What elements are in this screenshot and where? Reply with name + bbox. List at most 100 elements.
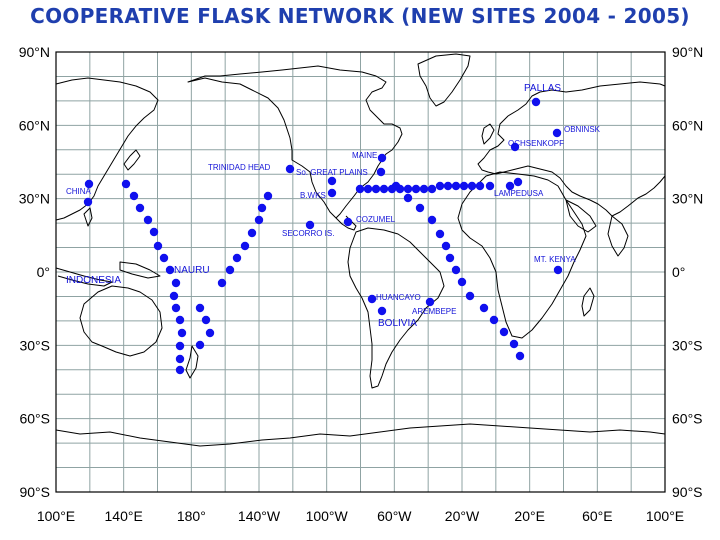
flask-site-marker bbox=[121, 179, 131, 189]
flask-site-marker bbox=[552, 128, 562, 138]
flask-site-marker bbox=[367, 294, 377, 304]
antarctica-coast bbox=[55, 423, 666, 447]
north-america-coast bbox=[187, 65, 403, 219]
flask-site-marker bbox=[419, 184, 429, 194]
flask-site-marker bbox=[425, 297, 435, 307]
philippines-coast bbox=[83, 207, 93, 227]
latitude-tick-label: 30°S bbox=[672, 337, 703, 353]
flask-site-marker bbox=[257, 203, 267, 213]
longitude-tick-label: 100°E bbox=[37, 508, 75, 524]
flask-site-marker bbox=[169, 291, 179, 301]
flask-site-marker bbox=[403, 184, 413, 194]
flask-site-marker bbox=[363, 184, 373, 194]
japan-coast bbox=[123, 149, 141, 171]
latitude-tick-label: 90°N bbox=[672, 44, 703, 60]
latitude-tick-label: 60°S bbox=[19, 411, 50, 427]
latitude-tick-label: 0° bbox=[37, 264, 50, 280]
flask-site-marker bbox=[84, 179, 94, 189]
flask-site-marker bbox=[479, 303, 489, 313]
flask-site-marker bbox=[489, 315, 499, 325]
flask-site-marker bbox=[171, 278, 181, 288]
flask-site-marker bbox=[459, 181, 469, 191]
flask-site-marker bbox=[232, 253, 242, 263]
flask-site-marker bbox=[263, 191, 273, 201]
latitude-tick-label: 60°S bbox=[672, 411, 703, 427]
flask-site-marker bbox=[327, 176, 337, 186]
site-label-lampedusa: LAMPEDUSA bbox=[494, 189, 544, 198]
flask-site-marker bbox=[343, 217, 353, 227]
flask-site-marker bbox=[247, 228, 257, 238]
flask-site-marker bbox=[285, 164, 295, 174]
latitude-labels-left: 90°N 60°N 30°N 0° 30°S 60°S 90°S bbox=[19, 44, 50, 500]
longitude-tick-label: 140°W bbox=[238, 508, 281, 524]
site-label-arembepe: AREMBEPE bbox=[412, 307, 456, 316]
south-america-coast bbox=[347, 227, 445, 389]
latitude-tick-label: 30°S bbox=[19, 337, 50, 353]
latitude-labels-right: 90°N 60°N 30°N 0° 30°S 60°S 90°S bbox=[672, 44, 703, 500]
india-coast bbox=[607, 215, 629, 257]
flask-site-marker bbox=[427, 215, 437, 225]
flask-site-marker bbox=[327, 188, 337, 198]
site-label-trinidad-head: TRINIDAD HEAD bbox=[208, 163, 270, 172]
flask-site-marker bbox=[531, 97, 541, 107]
site-label-maine: MAINE bbox=[352, 151, 377, 160]
latitude-tick-label: 30°N bbox=[19, 191, 50, 207]
flask-site-marker bbox=[83, 197, 93, 207]
flask-site-marker bbox=[441, 241, 451, 251]
greenland-coast bbox=[417, 53, 471, 107]
flask-site-marker bbox=[143, 215, 153, 225]
longitude-tick-label: 60°W bbox=[377, 508, 412, 524]
site-label-huancayo: HUANCAYO bbox=[376, 293, 421, 302]
flask-site-marker bbox=[391, 181, 401, 191]
flask-site-marker bbox=[171, 303, 181, 313]
eurasia-coast bbox=[477, 81, 666, 217]
flask-site-marker bbox=[240, 241, 250, 251]
flask-site-marker bbox=[225, 265, 235, 275]
flask-site-marker bbox=[175, 365, 185, 375]
latitude-tick-label: 90°N bbox=[19, 44, 50, 60]
site-label-indonesia: INDONESIA bbox=[66, 275, 121, 286]
flask-site-marker bbox=[403, 193, 413, 203]
flask-site-marker bbox=[411, 184, 421, 194]
flask-site-marker bbox=[377, 306, 387, 316]
flask-site-marker bbox=[467, 181, 477, 191]
flask-site-marker bbox=[505, 181, 515, 191]
flask-site-marker bbox=[443, 181, 453, 191]
site-label-cozumel: COZUMEL bbox=[356, 215, 396, 224]
africa-coast bbox=[457, 171, 587, 339]
longitude-tick-label: 100°W bbox=[306, 508, 349, 524]
flask-site-marker bbox=[509, 339, 519, 349]
flask-site-marker bbox=[445, 253, 455, 263]
flask-site-marker bbox=[485, 181, 495, 191]
latitude-tick-label: 90°S bbox=[672, 484, 703, 500]
flask-site-marker bbox=[451, 181, 461, 191]
latitude-tick-label: 60°N bbox=[19, 117, 50, 133]
flask-site-marker bbox=[379, 184, 389, 194]
flask-site-marker bbox=[553, 265, 563, 275]
arabia-coast bbox=[565, 199, 597, 233]
flask-site-marker bbox=[465, 291, 475, 301]
flask-site-marker bbox=[195, 340, 205, 350]
flask-site-marker bbox=[135, 203, 145, 213]
flask-site-marker bbox=[457, 277, 467, 287]
map-title: COOPERATIVE FLASK NETWORK (NEW SITES 200… bbox=[30, 4, 690, 28]
site-label-great-plains: So. GREAT PLAINS bbox=[296, 168, 368, 177]
site-label-pallas: PALLAS bbox=[524, 83, 561, 94]
flask-sites bbox=[83, 97, 563, 375]
indonesia-coast bbox=[55, 267, 113, 287]
latitude-tick-label: 30°N bbox=[672, 191, 703, 207]
longitude-tick-label: 140°E bbox=[105, 508, 143, 524]
flask-site-marker bbox=[195, 303, 205, 313]
site-label-ochsenkopf: OCHSENKOPF bbox=[508, 139, 564, 148]
flask-site-marker bbox=[305, 220, 315, 230]
flask-site-marker bbox=[475, 181, 485, 191]
flask-site-marker bbox=[153, 241, 163, 251]
latitude-tick-label: 90°S bbox=[19, 484, 50, 500]
new-guinea-coast bbox=[119, 261, 161, 279]
flask-site-marker bbox=[499, 327, 509, 337]
latitude-tick-label: 0° bbox=[672, 264, 685, 280]
madagascar-coast bbox=[581, 287, 595, 317]
flask-site-marker bbox=[129, 191, 139, 201]
flask-site-marker bbox=[415, 203, 425, 213]
new-zealand-coast bbox=[185, 345, 199, 379]
